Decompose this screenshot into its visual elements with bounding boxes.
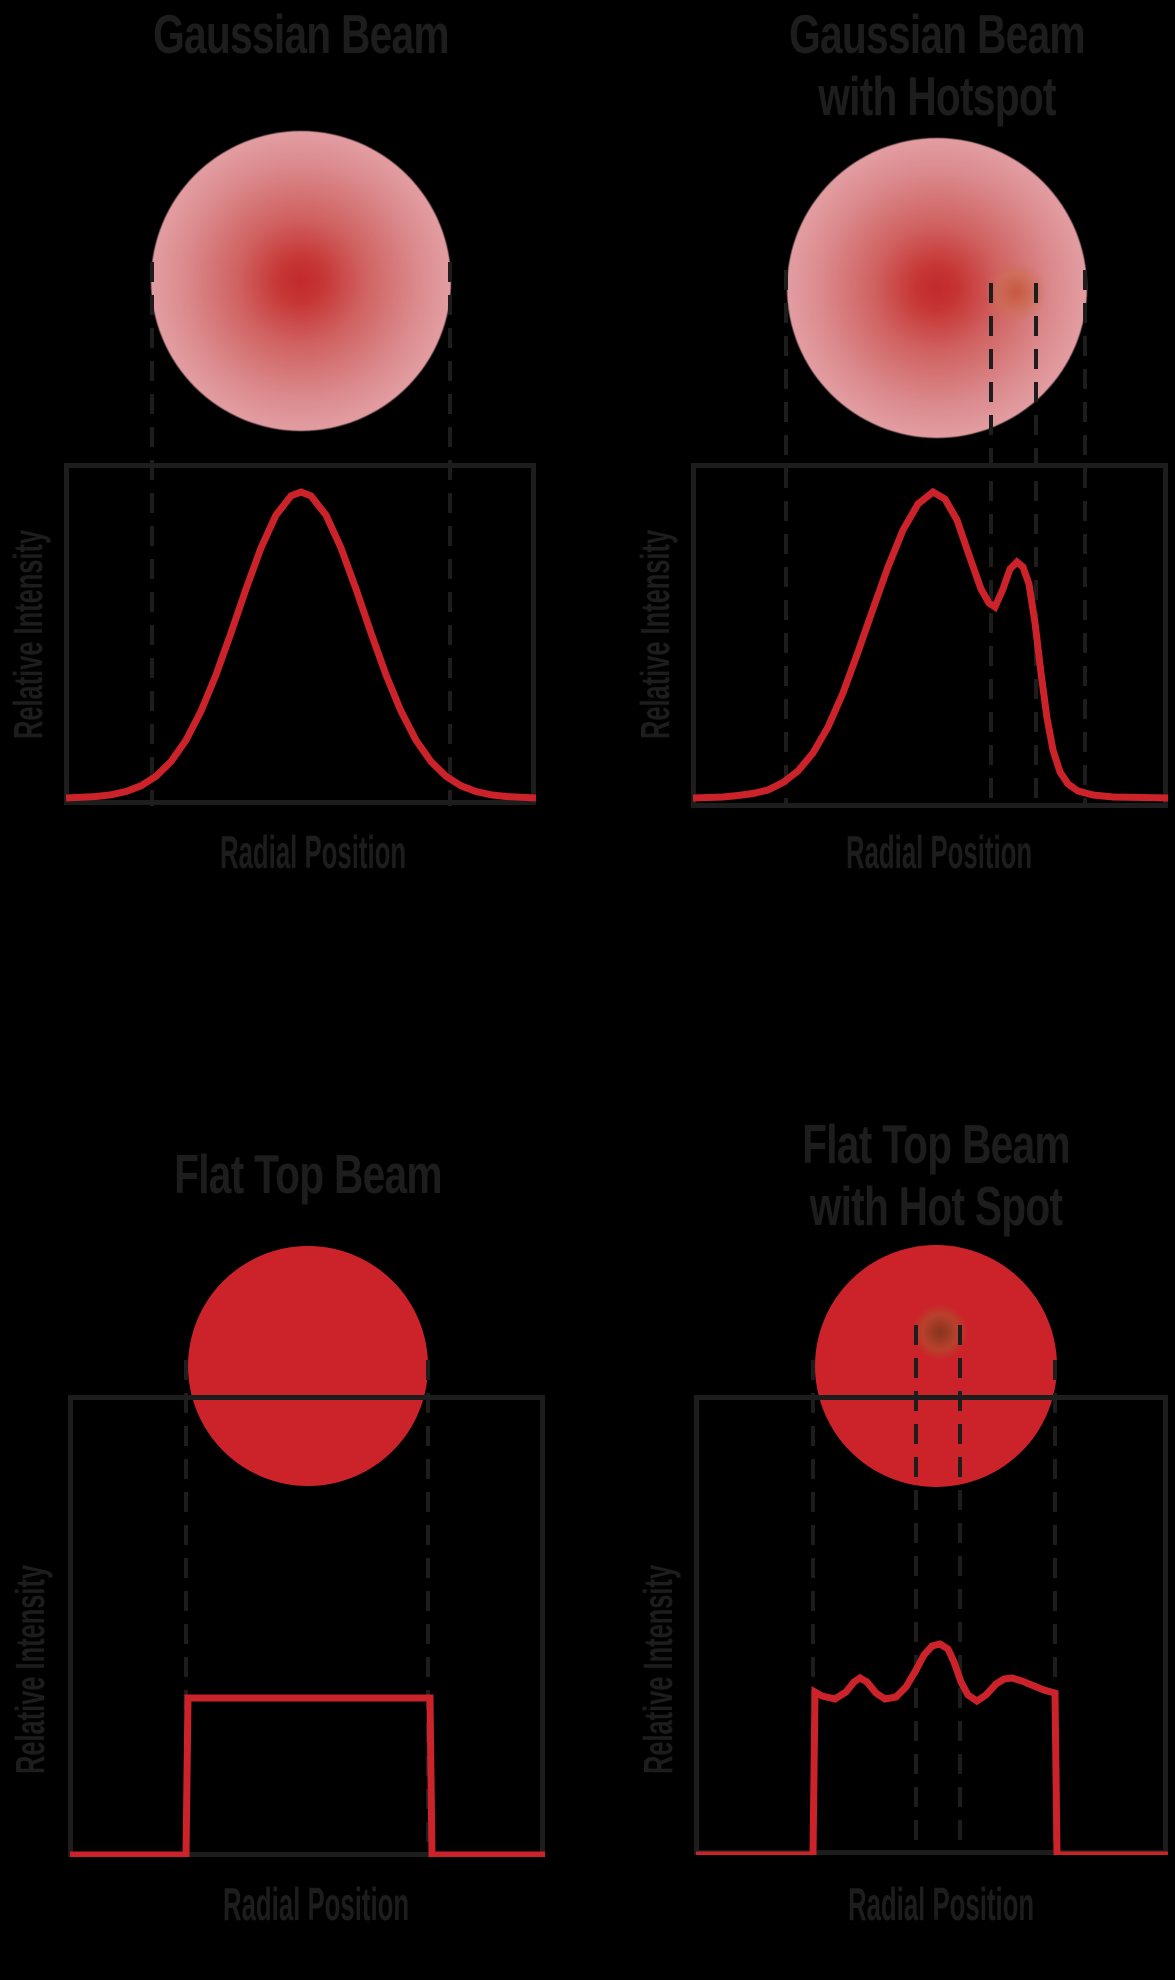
beam-edge-guide-right <box>426 1360 430 1857</box>
panel-title-gaussian-hotspot-line2: with Hotspot <box>818 65 1056 127</box>
beam-profile-curve <box>70 1694 545 1857</box>
beam-profile-curve <box>66 488 536 802</box>
beam-edge-guide-left <box>184 1360 188 1857</box>
flat-top-beam-spot <box>188 1246 428 1486</box>
y-axis-label: Relative Intensity <box>632 529 678 739</box>
hotspot-guide-left <box>989 283 993 808</box>
hotspot-guide-right <box>958 1325 962 1855</box>
intensity-profile-flat-top-hotspot <box>696 1640 1168 1855</box>
y-axis-label: Relative Intensity <box>5 529 51 739</box>
y-axis-label: Relative Intensity <box>635 1564 681 1774</box>
hotspot-guide-left <box>914 1325 918 1855</box>
beam-edge-guide-left <box>811 1360 815 1855</box>
x-axis-label: Radial Position <box>223 1878 410 1930</box>
beam-profile-curve <box>696 1640 1168 1855</box>
plot-frame-flat-top <box>68 1395 545 1857</box>
plot-frame-flat-top-hotspot <box>694 1395 1168 1855</box>
y-axis-label: Relative Intensity <box>7 1564 53 1774</box>
intensity-profile-flat-top <box>70 1694 545 1857</box>
panel-title-gaussian: Gaussian Beam <box>153 3 450 65</box>
gaussian-beam-spot <box>151 131 451 431</box>
panel-title-flat-top-hotspot-line1: Flat Top Beam <box>802 1113 1071 1175</box>
panel-title-gaussian-hotspot-line1: Gaussian Beam <box>789 3 1086 65</box>
beam-edge-guide-right <box>1083 270 1087 808</box>
flat-top-beam-spot-hotspot <box>815 1245 1057 1487</box>
intensity-profile-gaussian-hotspot <box>693 487 1168 802</box>
beam-edge-guide-left <box>784 270 788 808</box>
beam-edge-guide-right <box>448 262 452 806</box>
panel-title-flat-top-hotspot-line2: with Hot Spot <box>809 1175 1063 1237</box>
x-axis-label: Radial Position <box>848 1878 1035 1930</box>
beam-edge-guide-right <box>1053 1360 1057 1855</box>
x-axis-label: Radial Position <box>846 826 1033 878</box>
panel-title-flat-top: Flat Top Beam <box>174 1143 443 1205</box>
x-axis-label: Radial Position <box>220 826 407 878</box>
intensity-profile-gaussian <box>66 488 536 802</box>
plot-frame-gaussian <box>64 463 536 805</box>
plot-frame-gaussian-hotspot <box>691 463 1168 808</box>
beam-edge-guide-left <box>150 262 154 806</box>
beam-profile-curve <box>693 487 1168 802</box>
hotspot-guide-right <box>1034 283 1038 808</box>
